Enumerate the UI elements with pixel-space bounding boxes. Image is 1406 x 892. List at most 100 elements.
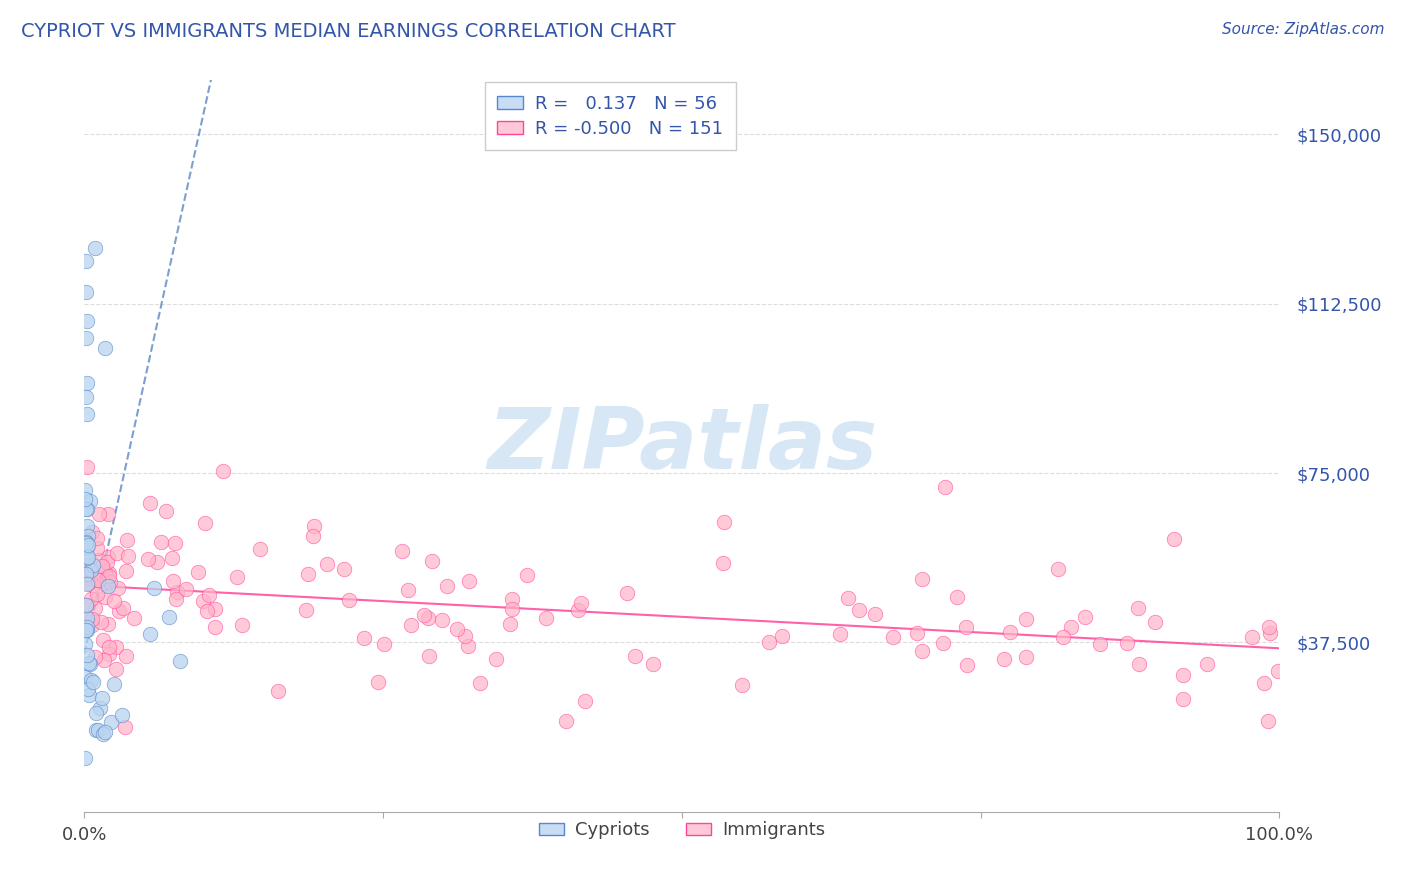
Point	[420, 554, 443, 568]
Point	[77, 538, 100, 552]
Point	[107, 581, 129, 595]
Point	[1115, 636, 1137, 650]
Point	[80, 524, 103, 539]
Point	[399, 617, 422, 632]
Point	[75, 390, 97, 404]
Point	[149, 534, 172, 549]
Point	[111, 600, 134, 615]
Point	[96, 555, 118, 569]
Point	[103, 677, 125, 691]
Point	[1171, 668, 1194, 682]
Point	[76, 681, 98, 696]
Point	[98, 566, 121, 581]
Point	[114, 564, 136, 578]
Point	[1240, 631, 1263, 645]
Point	[86, 587, 108, 601]
Point	[157, 610, 180, 624]
Point	[76, 501, 98, 516]
Point	[174, 582, 197, 597]
Point	[142, 581, 165, 595]
Point	[84, 601, 107, 615]
Point	[97, 549, 120, 564]
Point	[94, 566, 117, 580]
Point	[76, 460, 98, 475]
Point	[373, 637, 395, 651]
Point	[105, 546, 128, 560]
Point	[82, 558, 104, 572]
Point	[195, 604, 218, 618]
Point	[905, 626, 928, 640]
Point	[117, 533, 139, 548]
Point	[90, 615, 112, 630]
Point	[1074, 610, 1097, 624]
Point	[76, 408, 98, 422]
Point	[302, 519, 325, 533]
Point	[76, 648, 98, 662]
Point	[97, 507, 120, 521]
Point	[711, 557, 734, 571]
Point	[945, 590, 967, 604]
Point	[75, 670, 97, 684]
Point	[111, 707, 134, 722]
Point	[367, 675, 389, 690]
Point	[146, 555, 169, 569]
Point	[1047, 562, 1070, 576]
Point	[830, 627, 852, 641]
Point	[266, 683, 288, 698]
Point	[138, 551, 160, 566]
Point	[76, 576, 98, 591]
Point	[86, 706, 108, 720]
Point	[567, 602, 589, 616]
Point	[75, 598, 97, 612]
Point	[1144, 615, 1167, 629]
Point	[100, 715, 122, 730]
Point	[1088, 637, 1111, 651]
Point	[84, 649, 107, 664]
Point	[117, 549, 139, 564]
Point	[76, 519, 98, 533]
Point	[77, 656, 100, 670]
Point	[79, 568, 101, 582]
Point	[301, 528, 323, 542]
Point	[569, 596, 592, 610]
Point	[436, 579, 458, 593]
Point	[89, 507, 111, 521]
Point	[77, 688, 100, 702]
Point	[1014, 612, 1036, 626]
Text: Source: ZipAtlas.com: Source: ZipAtlas.com	[1222, 22, 1385, 37]
Point	[294, 603, 316, 617]
Point	[391, 544, 413, 558]
Point	[75, 750, 97, 764]
Point	[863, 607, 886, 621]
Point	[75, 534, 97, 549]
Point	[80, 611, 103, 625]
Point	[89, 701, 111, 715]
Point	[76, 540, 98, 554]
Point	[297, 566, 319, 581]
Point	[86, 723, 108, 738]
Point	[837, 591, 859, 605]
Point	[76, 620, 98, 634]
Point	[97, 640, 120, 655]
Point	[758, 635, 780, 649]
Point	[225, 570, 247, 584]
Point	[79, 673, 101, 687]
Point	[574, 694, 596, 708]
Point	[418, 648, 440, 663]
Point	[96, 570, 118, 584]
Point	[1197, 657, 1219, 672]
Point	[76, 376, 98, 390]
Point	[333, 561, 356, 575]
Point	[76, 313, 98, 327]
Point	[77, 550, 100, 565]
Point	[93, 653, 115, 667]
Point	[75, 331, 97, 345]
Point	[413, 607, 436, 622]
Point	[931, 636, 953, 650]
Point	[911, 644, 934, 658]
Point	[73, 637, 96, 651]
Text: CYPRIOT VS IMMIGRANTS MEDIAN EARNINGS CORRELATION CHART: CYPRIOT VS IMMIGRANTS MEDIAN EARNINGS CO…	[21, 22, 676, 41]
Point	[848, 603, 870, 617]
Point	[160, 550, 183, 565]
Point	[398, 582, 420, 597]
